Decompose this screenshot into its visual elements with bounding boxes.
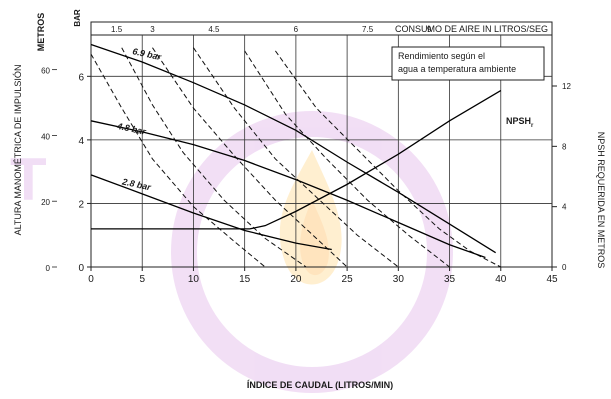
left-tick-label: 4	[78, 136, 84, 147]
y-axis-title: ALTURA MANOMÉTRICA DE IMPULSIÓN	[13, 65, 23, 236]
right-tick-label: 12	[562, 82, 571, 91]
top-axis-title: CONSUMO DE AIRE IN LITROS/SEG	[395, 24, 548, 34]
air-curve-1.5	[90, 53, 266, 268]
top-tick-label: 1.5	[111, 25, 123, 34]
x-tick-label: 5	[139, 274, 145, 285]
series-4-8-bar	[90, 120, 486, 259]
right-tick-label: 8	[562, 142, 567, 151]
series-label: 2.8 bar	[120, 176, 152, 192]
npsh-label-text: NPSH	[506, 116, 531, 126]
air-curve-3	[121, 47, 307, 268]
left-tick-label: 6	[78, 72, 84, 83]
air-consumption-strip	[90, 21, 553, 36]
left-tick-label: 2	[78, 199, 84, 210]
series-6-9-bar	[90, 43, 496, 254]
x-tick-label: 0	[88, 274, 94, 285]
performance-curves	[90, 43, 502, 259]
top-tick-label: 9	[427, 25, 432, 34]
x-tick-label: 45	[546, 274, 558, 285]
note-line-2: agua a temperatura ambiente	[398, 64, 516, 74]
inner-tick-label: 40	[41, 132, 50, 141]
note-line-1: Rendimiento según el	[398, 51, 485, 61]
top-tick-label: 7.5	[362, 25, 374, 34]
watermark-logo: T	[10, 111, 453, 393]
air-curve-4.5	[152, 47, 348, 268]
right-axis-title: NPSH REQUERIDA EN METROS	[596, 132, 606, 269]
x-axis-title: ÍNDICE DE CAUDAL (LITROS/MIN)	[247, 380, 393, 390]
x-tick-label: 30	[393, 274, 405, 285]
inner-tick-label: 60	[41, 67, 50, 76]
top-tick-label: 6	[294, 25, 299, 34]
series-npshr	[91, 90, 502, 230]
left-units-label: METROS	[36, 13, 46, 52]
right-tick-label: 4	[562, 203, 567, 212]
air-curve-7.5	[244, 50, 450, 268]
inner-units-label: BAR	[73, 9, 82, 27]
x-tick-label: 15	[239, 274, 251, 285]
svg-text:T: T	[10, 146, 47, 213]
x-tick-label: 25	[342, 274, 354, 285]
right-tick-label: 0	[562, 263, 567, 272]
x-tick-label: 10	[188, 274, 200, 285]
inner-tick-label: 20	[41, 198, 50, 207]
npsh-label: NPSHr	[506, 116, 534, 129]
x-tick-label: 35	[444, 274, 456, 285]
left-tick-label: 0	[78, 263, 84, 274]
top-tick-label: 3	[150, 25, 155, 34]
note-box	[391, 46, 545, 81]
inner-tick-label: 0	[46, 264, 51, 273]
x-tick-label: 20	[290, 274, 302, 285]
top-tick-label: 4.5	[208, 25, 220, 34]
series-2-8-bar	[90, 174, 332, 251]
air-curve-9	[274, 50, 502, 268]
air-consumption-curves	[90, 47, 502, 268]
npsh-label-sub: r	[531, 123, 534, 129]
x-tick-label: 40	[495, 274, 507, 285]
